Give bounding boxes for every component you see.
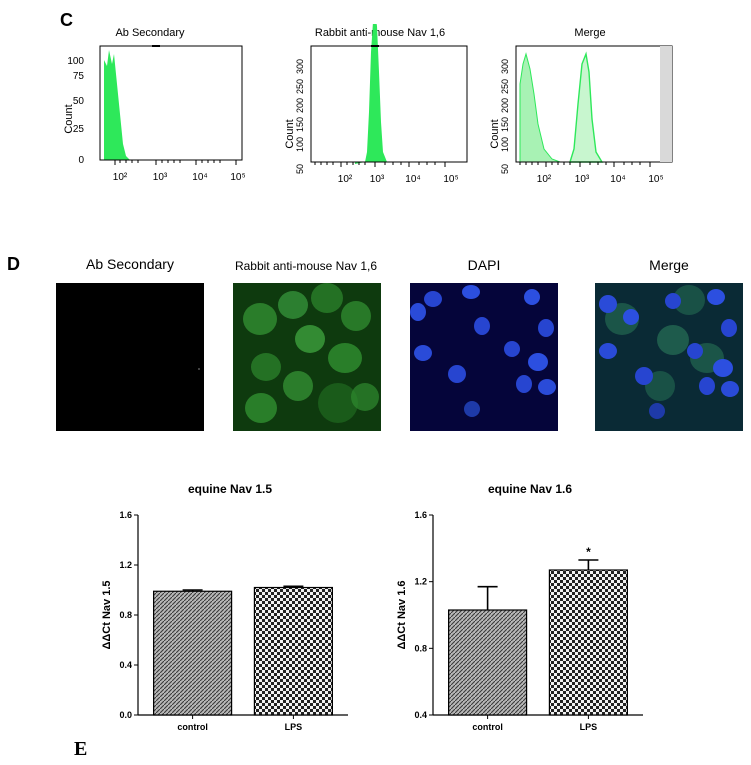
y-tick-label: 0 [78,155,84,166]
x-tick-label: control [177,722,208,732]
microscopy-image-nav16 [233,283,381,431]
histogram-ab-secondary: Ab Secondary Count 0 25 50 75 100 10² 10… [60,24,250,194]
y-tick-label: 300 [500,59,510,74]
y-tick-label: 100 [67,56,84,67]
y-axis-label: ΔΔCt Nav 1.5 [101,580,113,649]
bar-lps [253,586,333,716]
histogram-title: Merge [574,27,606,39]
x-tick-label: LPS [285,722,303,732]
panel-c-label: C [60,10,73,30]
y-tick-label: 50 [500,164,510,174]
histogram-plot: Count 0 25 50 75 100 10² 10³ 10⁴ 10⁵ [63,45,246,183]
y-tick-label: 100 [295,137,305,152]
panel-d-label: D [7,254,20,274]
histogram-plot: Count 50 100 150 200 250 300 10² 10³ 10⁴… [285,24,468,185]
x-tick-label: 10⁴ [610,174,625,185]
plot-frame [310,45,468,163]
y-tick-label: 0.0 [119,710,132,720]
panel-e-label: E [74,738,88,760]
histogram-fill-primary [569,51,604,163]
y-tick-label: 0.8 [119,610,132,620]
y-tick-label: 1.2 [414,577,427,587]
histogram-rabbit-anti-mouse: Rabbit anti-mouse Nav 1,6 Count 50 100 1… [285,24,475,194]
x-ticks [314,162,446,167]
image-title: Merge [649,257,689,273]
image-title: DAPI [467,257,501,273]
y-tick-label: 250 [295,79,305,94]
x-tick-label: 10² [113,172,128,183]
bar-control [152,590,233,716]
microscopy-image-ab-secondary [56,283,204,431]
y-tick-label: 150 [295,117,305,132]
y-tick-label: 200 [500,98,510,113]
image-title: Rabbit anti-mouse Nav 1,6 [234,259,378,273]
histogram-fill [104,50,130,160]
significance-marker: * [586,545,591,559]
image-title: Ab Secondary [86,256,174,272]
y-tick-label: 50 [73,96,85,107]
y-tick-label: 1.2 [119,560,132,570]
histogram-merge: Merge Count 50 100 150 200 250 300 10² 1… [490,24,680,194]
x-tick-label: 10² [338,174,353,185]
y-tick-label: 0.8 [414,643,427,653]
y-axis-label: ΔΔCt Nav 1.6 [396,580,408,649]
microscopy-image-merge [595,283,743,431]
y-tick-label: 0.4 [414,710,427,720]
x-ticks [519,162,651,167]
y-tick-label: 25 [73,124,85,135]
x-tick-label: 10³ [370,174,385,185]
histogram-title: Rabbit anti-mouse Nav 1,6 [314,27,446,39]
y-axis-label: Count [285,119,296,148]
x-tick-label: 10⁵ [443,174,458,185]
y-axis-label: Count [490,119,501,148]
y-tick-label: 200 [295,98,305,113]
y-tick-label: 250 [500,79,510,94]
x-tick-label: 10⁴ [192,172,207,183]
microscopy-image-dapi [410,283,558,431]
bar-lps [548,569,628,716]
y-tick-label: 1.6 [414,510,427,520]
y-tick-label: 100 [500,137,510,152]
x-tick-label: 10⁵ [648,174,663,185]
x-tick-label: 10² [537,174,552,185]
x-tick-label: 10³ [575,174,590,185]
histogram-fill [355,24,453,164]
histogram-plot: Count 50 100 150 200 250 300 10² 10³ 10⁴… [490,45,673,185]
y-tick-label: 75 [73,71,85,82]
chart-title: equine Nav 1.6 [487,482,573,496]
x-tick-label: 10⁵ [230,172,245,183]
y-tick-label: 0.4 [119,660,132,670]
y-tick-label: 50 [295,164,305,174]
bar-control [447,609,528,716]
x-tick-label: 10⁴ [405,174,420,185]
y-tick-label: 300 [295,59,305,74]
x-tick-label: 10³ [153,172,168,183]
plot-frame [99,45,243,161]
chart-title: equine Nav 1.5 [187,482,273,496]
histogram-title: Ab Secondary [115,27,185,39]
x-tick-label: LPS [580,722,598,732]
y-tick-label: 1.6 [119,510,132,520]
plot-right-band [660,46,672,162]
bar-chart-nav15: ΔΔCt Nav 1.5 0.0 0.4 0.8 1.2 1.6 control LPS [101,510,348,732]
x-ticks [114,160,237,165]
x-tick-label: control [472,722,503,732]
histogram-fill-secondary [519,52,561,163]
y-axis-label: Count [63,104,75,133]
bar-chart-nav16: ΔΔCt Nav 1.6 0.4 0.8 1.2 1.6 control * LPS [396,510,643,732]
y-tick-label: 150 [500,117,510,132]
